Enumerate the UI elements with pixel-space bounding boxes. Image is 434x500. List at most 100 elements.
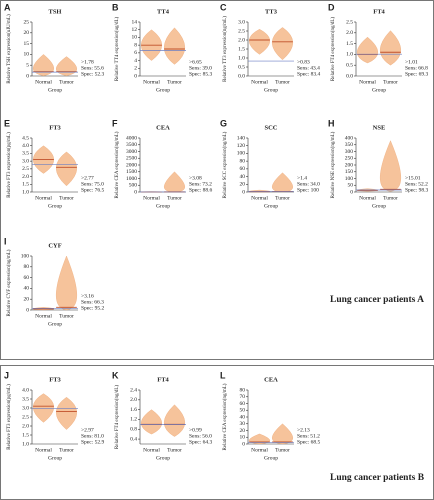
x-tick-label: Tumor: [167, 79, 182, 85]
sensitivity: Sens: 56.0: [189, 433, 212, 439]
sensitivity: Sens: 55.6: [81, 65, 104, 71]
x-tick-label: Normal: [251, 447, 268, 453]
panel-letter: C: [220, 2, 227, 12]
x-axis-label: Group: [264, 455, 278, 461]
y-tick-label: 20: [240, 428, 246, 434]
y-tick-label: 2500: [126, 156, 137, 162]
x-axis-label: Group: [264, 87, 278, 93]
specificity: Spec: 100: [297, 187, 319, 193]
dot-cloud: [141, 409, 162, 435]
sensitivity: Sens: 43.4: [297, 65, 320, 71]
specificity: Spec: 68.5: [297, 439, 320, 445]
dot-cloud: [56, 255, 77, 311]
y-tick-label: 10: [24, 52, 30, 58]
y-tick-label: 80: [24, 264, 30, 270]
y-tick-label: 1500: [126, 169, 137, 175]
y-tick-label: 2.0: [238, 37, 245, 43]
x-axis-label: Group: [156, 87, 170, 93]
y-tick-label: 0: [134, 189, 137, 195]
y-axis-label: Relative FT3 expression(pg/mL): [7, 384, 12, 450]
panel-letter: B: [112, 2, 119, 12]
y-tick-label: 500: [129, 183, 138, 189]
x-tick-label: Tumor: [167, 447, 182, 453]
y-tick-label: 2.4: [130, 387, 137, 393]
y-tick-label: 2.5: [22, 166, 29, 172]
chart-title: FT3: [49, 376, 61, 383]
y-tick-label: 2.0: [130, 397, 137, 403]
x-axis-label: Group: [48, 455, 62, 461]
panel-letter: F: [112, 118, 118, 128]
specificity: Spec: 98.3: [405, 187, 428, 193]
specificity: Spec: 83.4: [297, 71, 320, 77]
y-tick-label: 4: [134, 58, 137, 64]
specificity: Spec: 69.3: [405, 71, 428, 77]
y-tick-label: 8: [134, 42, 137, 48]
x-tick-label: Tumor: [167, 195, 182, 201]
y-tick-label: 0: [26, 307, 29, 313]
y-tick-label: 3.0: [238, 19, 245, 25]
y-tick-label: 2.0: [346, 30, 353, 36]
x-axis-label: Group: [372, 203, 386, 209]
dot-cloud: [33, 54, 54, 76]
y-tick-label: 0: [242, 441, 245, 447]
y-tick-label: 1.0: [22, 189, 29, 195]
y-tick-label: 0.0: [346, 73, 353, 79]
chart-title: TT3: [265, 8, 278, 15]
dot-cloud: [56, 151, 77, 187]
x-tick-label: Tumor: [275, 447, 290, 453]
y-tick-label: 60: [240, 401, 246, 407]
y-tick-label: 3.0: [22, 405, 29, 411]
y-tick-label: 1.0: [346, 52, 353, 58]
chart-title: FT4: [373, 8, 385, 15]
x-tick-label: Tumor: [59, 313, 74, 319]
y-tick-label: 0.4: [130, 436, 137, 442]
y-axis-label: Relative TSH expression(uIU/mL): [7, 14, 12, 84]
cutoff-label: >0.83: [297, 59, 310, 65]
y-tick-label: 60: [24, 275, 30, 281]
y-tick-label: 50: [240, 408, 246, 414]
y-tick-label: 20: [240, 182, 246, 188]
x-tick-label: Tumor: [59, 79, 74, 85]
y-tick-label: 80: [240, 158, 246, 164]
cutoff-label: >1.78: [81, 59, 94, 65]
x-tick-label: Tumor: [275, 195, 290, 201]
panel-letter: A: [4, 2, 11, 12]
specificity: Spec: 76.5: [81, 187, 104, 193]
specificity: Spec: 52.9: [81, 439, 104, 445]
x-tick-label: Normal: [251, 195, 268, 201]
specificity: Spec: 85.3: [189, 71, 212, 77]
panel-letter: L: [220, 370, 226, 380]
cutoff-label: >2.77: [81, 175, 94, 181]
y-tick-label: 2000: [126, 162, 137, 168]
sensitivity: Sens: 52.2: [405, 181, 428, 187]
y-axis-label: Relative FT3 expression(pg/mL): [7, 132, 12, 198]
y-tick-label: 2.5: [346, 19, 353, 25]
y-axis-label: Relative CEA expression(ng/mL): [223, 383, 228, 450]
sensitivity: Sens: 66.3: [81, 299, 104, 305]
y-tick-label: 3.0: [22, 158, 29, 164]
y-tick-label: 10: [240, 435, 246, 441]
y-tick-label: 40: [240, 414, 246, 420]
y-tick-label: 4000: [126, 135, 137, 141]
cutoff-label: >2.13: [297, 427, 310, 433]
cutoff-label: >1.4: [297, 175, 307, 181]
sensitivity: Sens: 73.2: [189, 181, 212, 187]
y-tick-label: 3.5: [22, 396, 29, 402]
x-axis-label: Group: [264, 203, 278, 209]
dot-cloud: [56, 397, 77, 430]
y-tick-label: 2.5: [238, 28, 245, 34]
y-tick-label: 1.0: [22, 441, 29, 447]
x-axis-label: Group: [48, 87, 62, 93]
cutoff-label: >3.16: [81, 293, 94, 299]
y-axis-label: Relative TT3 expression(ng/mL): [223, 16, 228, 82]
dot-cloud: [164, 171, 185, 193]
x-axis-label: Group: [48, 203, 62, 209]
y-tick-label: 60: [240, 166, 246, 172]
x-tick-label: Tumor: [383, 195, 398, 201]
y-tick-label: 0: [134, 73, 137, 79]
cutoff-label: >6.65: [189, 59, 202, 65]
specificity: Spec: 95.2: [81, 305, 104, 311]
dot-cloud: [164, 404, 185, 437]
sensitivity: Sens: 66.8: [405, 65, 428, 71]
y-tick-label: 100: [21, 253, 30, 259]
